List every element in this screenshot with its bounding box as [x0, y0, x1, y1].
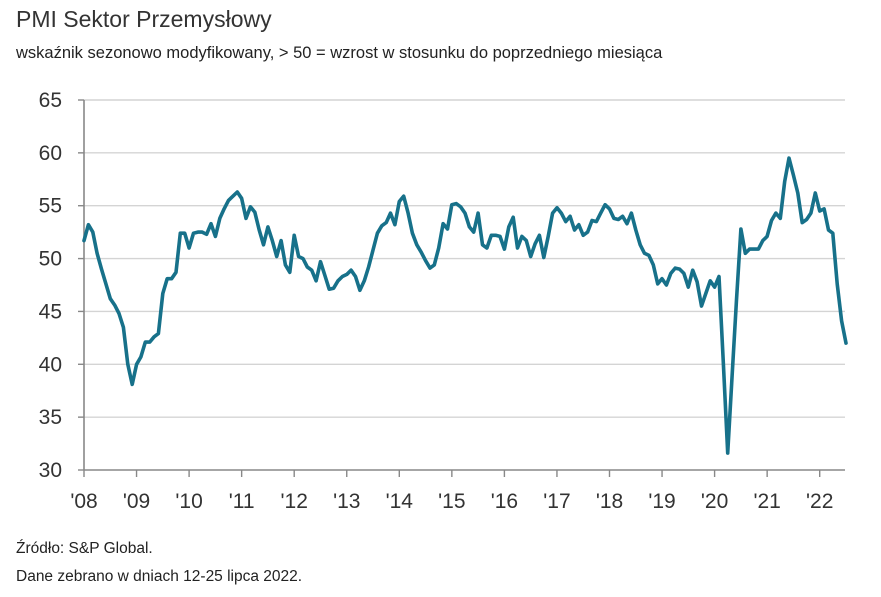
x-tick-label: '20 [701, 490, 728, 513]
gridlines [84, 99, 845, 418]
x-tick-label: '17 [543, 490, 570, 513]
y-tick-label: 50 [39, 248, 62, 271]
x-tick-label: '11 [229, 490, 255, 513]
x-tick-label: '16 [491, 490, 518, 513]
chart-subtitle: wskaźnik sezonowo modyfikowany, > 50 = w… [16, 44, 663, 62]
source-note: Źródło: S&P Global. [16, 540, 153, 557]
x-tick-label: '22 [806, 490, 833, 513]
x-axis-tick-labels: '08 '09 '10 '11 '12 '13 '14 '15 '16 '17 '18 '19 '20 '… [70, 490, 833, 513]
axes [78, 99, 845, 477]
chart-title: PMI Sektor Przemysłowy [16, 6, 272, 32]
x-tick-label: '13 [333, 490, 360, 513]
y-tick-label: 55 [39, 195, 62, 218]
x-tick-label: '15 [438, 490, 465, 513]
x-tick-label: '21 [753, 490, 780, 513]
x-tick-label: '09 [123, 490, 150, 513]
x-tick-label: '12 [281, 490, 308, 513]
y-tick-label: 60 [39, 142, 62, 165]
y-tick-label: 45 [39, 300, 62, 323]
data-collection-note: Dane zebrano w dniach 12-25 lipca 2022. [16, 568, 303, 585]
y-tick-label: 40 [39, 353, 62, 376]
x-tick-label: '14 [386, 490, 414, 513]
y-axis-tick-labels: 65 60 55 50 45 40 35 30 [39, 89, 62, 482]
x-tick-label: '10 [175, 490, 202, 513]
x-tick-label: '08 [70, 490, 97, 513]
pmi-series-line [82, 156, 848, 455]
x-tick-label: '18 [596, 490, 623, 513]
y-tick-label: 65 [39, 89, 62, 112]
y-tick-label: 30 [39, 459, 62, 482]
x-tick-label: '19 [648, 490, 675, 513]
y-tick-label: 35 [39, 406, 62, 429]
